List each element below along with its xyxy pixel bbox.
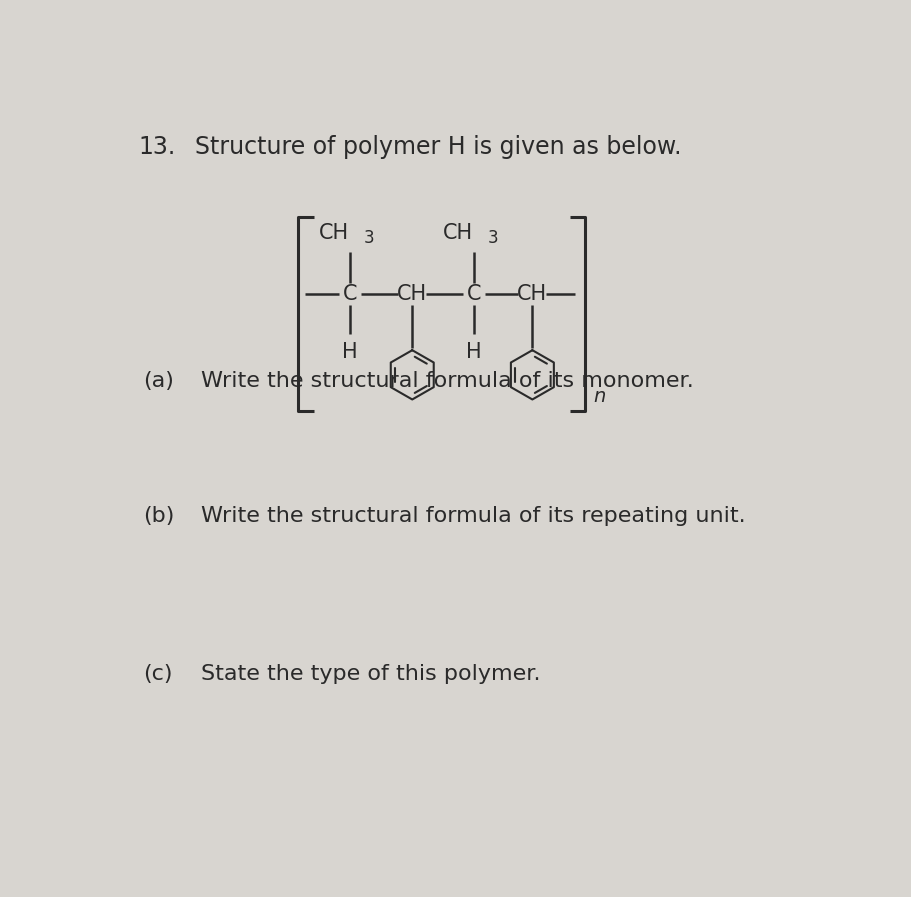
Text: H: H (466, 342, 482, 361)
Text: C: C (467, 284, 482, 304)
Text: State the type of this polymer.: State the type of this polymer. (200, 664, 540, 684)
Text: C: C (343, 284, 357, 304)
Text: Write the structural formula of its repeating unit.: Write the structural formula of its repe… (200, 506, 745, 526)
Text: 3: 3 (487, 229, 498, 247)
Text: (a): (a) (143, 371, 174, 391)
Text: (b): (b) (143, 506, 175, 526)
Text: (c): (c) (143, 664, 173, 684)
Text: CH: CH (517, 284, 548, 304)
Text: Structure of polymer H is given as below.: Structure of polymer H is given as below… (195, 135, 681, 159)
Text: 3: 3 (363, 229, 374, 247)
Text: Write the structural formula of its monomer.: Write the structural formula of its mono… (200, 371, 693, 391)
Text: H: H (343, 342, 358, 361)
Text: CH: CH (397, 284, 427, 304)
Text: 13.: 13. (138, 135, 176, 159)
Text: CH: CH (319, 223, 349, 243)
Text: CH: CH (443, 223, 473, 243)
Text: n: n (593, 387, 605, 405)
